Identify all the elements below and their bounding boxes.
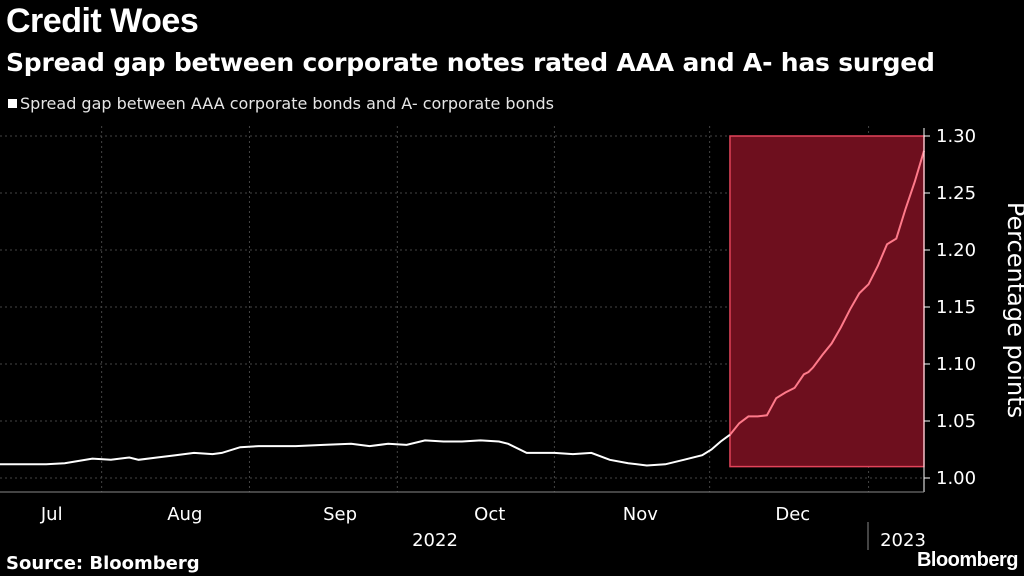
ytick-label: 1.05 [936, 411, 976, 432]
xtick-label: Oct [474, 504, 505, 525]
ytick-label: 1.30 [936, 126, 976, 147]
highlight-region [729, 135, 925, 468]
year-label-2022: 2022 [412, 530, 458, 551]
xtick-label: Jul [40, 504, 63, 525]
y-axis-ticks: 1.30 1.25 1.20 1.15 1.10 1.05 1.00 [923, 126, 976, 492]
bloomberg-logo: Bloomberg [916, 549, 1019, 571]
chart-subtitle: Spread gap between corporate notes rated… [6, 48, 935, 77]
legend-label: Spread gap between AAA corporate bonds a… [20, 94, 554, 113]
ytick-label: 1.25 [936, 183, 976, 204]
ytick-label: 1.15 [936, 297, 976, 318]
highlight-series-line [729, 150, 925, 436]
legend: Spread gap between AAA corporate bonds a… [8, 94, 554, 113]
xtick-label: Sep [323, 504, 357, 525]
ytick-label: 1.10 [936, 354, 976, 375]
ytick-label: 1.20 [936, 240, 976, 261]
y-axis-label: Percentage points [1002, 201, 1024, 419]
chart-title: Credit Woes [6, 2, 199, 40]
year-label-2023: 2023 [880, 530, 926, 551]
source-note: Source: Bloomberg [6, 553, 200, 574]
series-line [0, 433, 731, 467]
legend-swatch [8, 99, 17, 108]
xtick-label: Dec [775, 504, 810, 525]
ytick-label: 1.00 [936, 468, 976, 489]
xtick-label: Aug [167, 504, 202, 525]
x-axis-ticks: Jul Aug Sep Oct Nov Dec 2022 2023 [0, 491, 926, 551]
series-line-highlighted [729, 150, 925, 436]
xtick-label: Nov [623, 504, 658, 525]
